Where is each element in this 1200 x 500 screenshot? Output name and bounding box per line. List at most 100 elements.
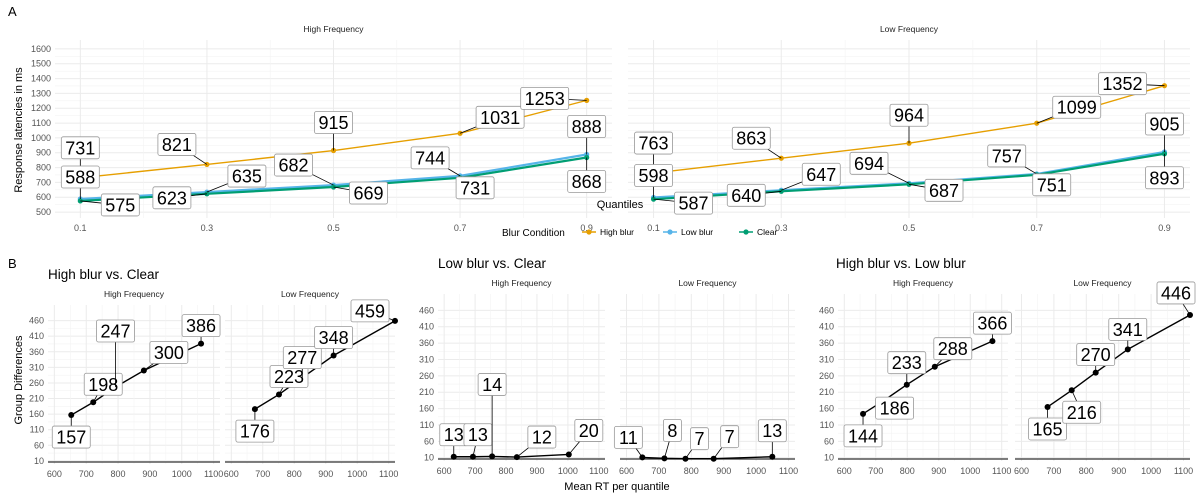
x-tick-label: 0.1 — [74, 223, 87, 233]
data-label-box — [1062, 400, 1102, 424]
data-label: 575 — [105, 195, 135, 215]
x-tick-label: 800 — [900, 466, 915, 476]
chart-title: Low blur vs. Clear — [438, 256, 547, 271]
y-tick-label: 600 — [36, 192, 51, 202]
x-tick-label: 1000 — [1141, 466, 1161, 476]
x-tick-label: 600 — [437, 466, 452, 476]
y-axis-title: Group Differences — [13, 335, 25, 425]
data-label: 277 — [287, 348, 317, 368]
data-label: 247 — [101, 321, 131, 341]
data-label: 8 — [667, 421, 677, 441]
data-label: 459 — [355, 301, 385, 321]
data-label-box — [987, 144, 1027, 168]
data-label-box — [282, 346, 322, 370]
data-label: 20 — [579, 421, 599, 441]
data-label-box — [801, 162, 841, 186]
y-tick-label: 210 — [419, 387, 434, 397]
data-label-box — [674, 191, 713, 215]
legend-item-label: High blur — [600, 227, 634, 237]
data-label-box — [149, 341, 189, 364]
y-tick-label: 900 — [36, 148, 51, 158]
data-label: 288 — [938, 339, 968, 359]
data-label: 13 — [444, 425, 464, 445]
data-label-box — [757, 419, 787, 443]
data-label: 157 — [56, 428, 86, 448]
data-point — [584, 154, 590, 161]
x-tick-label: 0.5 — [327, 223, 340, 233]
data-label-box — [1145, 166, 1184, 190]
x-tick-label: 1000 — [960, 466, 980, 476]
x-tick-label: 1000 — [558, 466, 578, 476]
legend-item-label: Low blur — [681, 227, 713, 237]
data-label-box — [887, 351, 927, 375]
y-tick-label: 1500 — [31, 59, 51, 69]
x-tick-label: 0.3 — [201, 223, 214, 233]
y-tick-label: 160 — [819, 404, 834, 414]
chart-title: High blur vs. Low blur — [836, 256, 966, 271]
x-tick-label: 600 — [1014, 466, 1029, 476]
data-label: 751 — [1037, 175, 1067, 195]
y-tick-label: 460 — [419, 305, 434, 315]
data-label: 669 — [353, 183, 383, 203]
data-label-box — [613, 425, 643, 449]
data-label: 270 — [1081, 345, 1111, 365]
data-label: 821 — [162, 135, 192, 155]
data-label-box — [157, 133, 197, 156]
data-label: 386 — [186, 316, 216, 336]
facet-title: Low Frequency — [678, 278, 737, 288]
data-label-box — [1145, 112, 1184, 136]
data-label: 341 — [1113, 320, 1143, 340]
x-tick-label: 1000 — [347, 469, 367, 479]
data-label: 14 — [482, 375, 502, 395]
data-label: 757 — [992, 146, 1022, 166]
x-tick-label: 800 — [287, 469, 302, 479]
data-label: 868 — [572, 172, 602, 192]
data-label: 694 — [854, 154, 884, 174]
x-axis-title: Quantiles — [597, 199, 644, 211]
data-label: 1031 — [480, 108, 520, 128]
data-label-box — [1028, 417, 1067, 441]
x-axis-title: Mean RT per quantile — [564, 481, 669, 493]
facet-title: Low Frequency — [880, 24, 939, 34]
data-label: 198 — [88, 375, 118, 395]
y-tick-label: 160 — [29, 409, 44, 419]
data-label-box — [843, 424, 883, 448]
data-label: 635 — [232, 167, 262, 187]
x-tick-label: 700 — [1046, 466, 1061, 476]
x-tick-label: 1000 — [746, 466, 766, 476]
data-label: 366 — [977, 314, 1007, 334]
x-tick-label: 600 — [224, 469, 239, 479]
data-label-box — [634, 131, 673, 155]
data-label-box — [181, 314, 221, 338]
x-tick-label: 700 — [468, 466, 483, 476]
y-tick-label: 110 — [820, 420, 834, 430]
x-tick-label: 1100 — [379, 469, 398, 479]
data-label: 216 — [1067, 403, 1097, 423]
y-tick-label: 1100 — [32, 118, 51, 128]
data-label-box — [720, 425, 740, 449]
y-tick-label: 1400 — [31, 74, 51, 84]
data-label: 7 — [694, 429, 704, 449]
data-label: 687 — [929, 181, 959, 201]
x-tick-label: 800 — [499, 466, 514, 476]
y-tick-label: 10 — [34, 456, 44, 466]
data-label: 348 — [319, 328, 349, 348]
data-label-box — [875, 396, 914, 420]
facet-title: Low Frequency — [1073, 278, 1132, 288]
y-tick-label: 1000 — [31, 133, 51, 143]
legend-title: Blur Condition — [502, 228, 565, 239]
data-label: 233 — [892, 353, 922, 373]
legend-key-point — [667, 229, 673, 235]
x-tick-label: 600 — [837, 466, 852, 476]
data-label-box — [314, 111, 353, 134]
x-tick-label: 0.1 — [647, 223, 660, 233]
data-label: 964 — [894, 106, 924, 126]
data-label-box — [1076, 343, 1116, 366]
data-label-box — [1052, 95, 1102, 119]
y-tick-label: 460 — [29, 316, 44, 326]
y-tick-label: 210 — [29, 394, 44, 404]
data-label-box — [662, 418, 682, 442]
y-tick-label: 210 — [819, 387, 834, 397]
y-tick-label: 310 — [419, 354, 434, 364]
